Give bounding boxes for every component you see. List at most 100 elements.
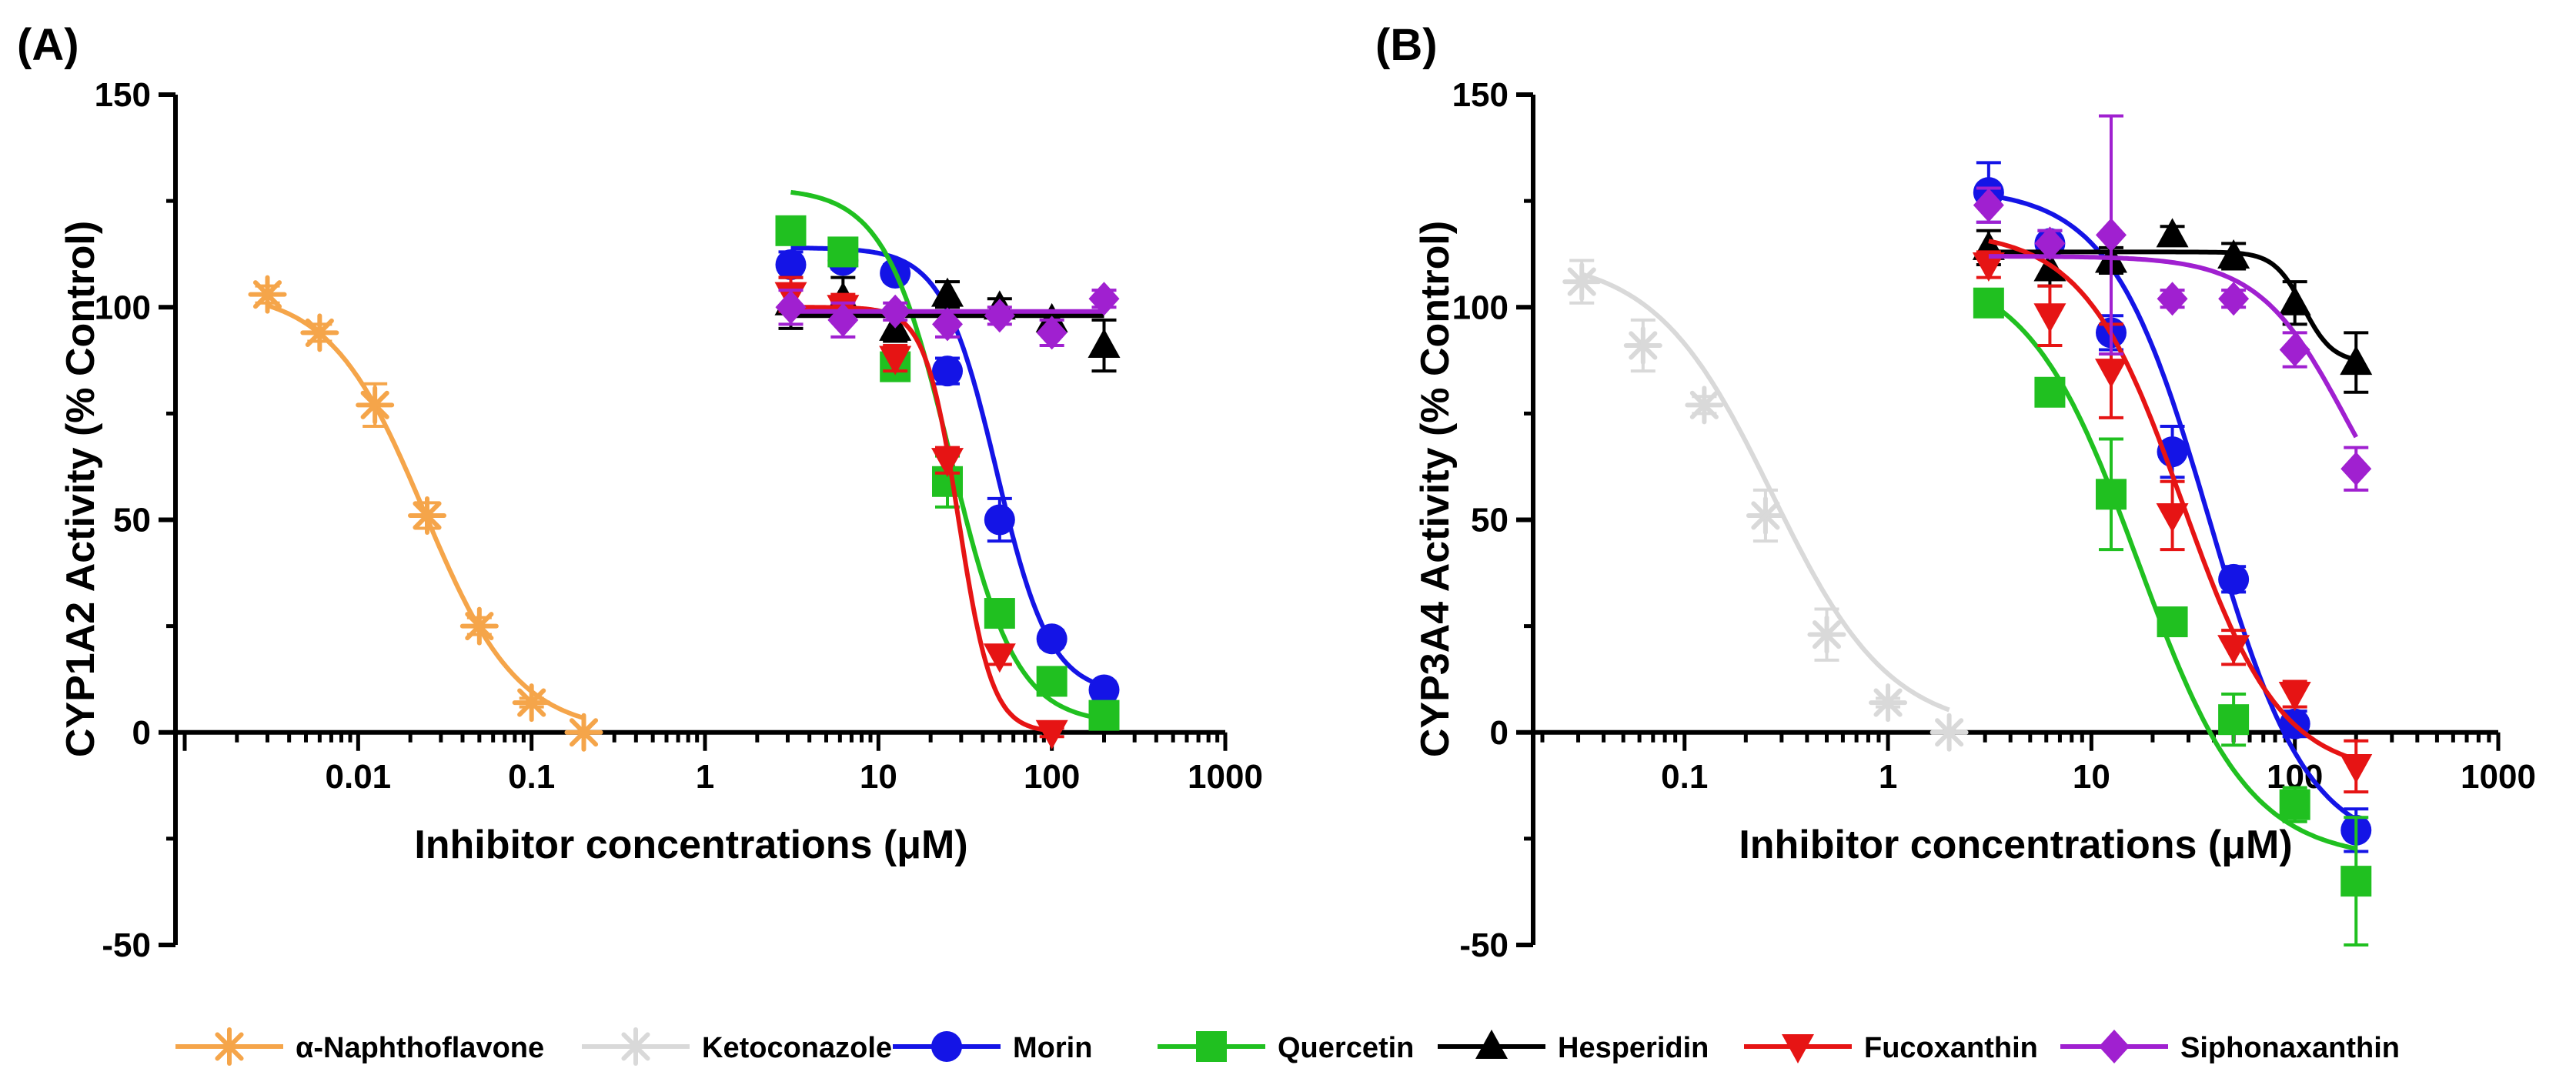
series-ketoconazole bbox=[1562, 259, 1969, 752]
data-point bbox=[248, 275, 287, 314]
data-point bbox=[932, 356, 964, 387]
chart-panel-a: (A) 150 100 50 0 -50 0.01 0.1 1 10 100 1000 Inhibito… bbox=[17, 20, 1263, 964]
data-point bbox=[2217, 635, 2250, 665]
marker-stroke bbox=[1751, 501, 1780, 530]
marker-shape bbox=[2218, 563, 2250, 595]
legend-item-hesperidin: Hesperidin bbox=[1438, 1030, 1709, 1064]
marker-shape bbox=[984, 299, 1015, 333]
data-point bbox=[1929, 713, 1969, 752]
data-point bbox=[1035, 719, 1068, 749]
data-point bbox=[984, 504, 1015, 536]
data-point bbox=[2278, 285, 2311, 315]
data-point bbox=[2218, 282, 2250, 316]
data-point bbox=[2095, 479, 2127, 510]
marker-shape bbox=[827, 236, 859, 268]
x-tick-label: 0.01 bbox=[326, 758, 392, 796]
fit-curve bbox=[1988, 239, 2357, 762]
data-point bbox=[775, 249, 807, 280]
marker-shape bbox=[2157, 606, 2188, 638]
marker-shape bbox=[879, 346, 912, 376]
data-point bbox=[512, 683, 551, 723]
marker-shape bbox=[2278, 285, 2311, 315]
marker-shape bbox=[775, 215, 807, 246]
data-point bbox=[2340, 753, 2373, 783]
marker-stroke bbox=[1689, 390, 1719, 419]
marker-shape bbox=[2094, 359, 2127, 389]
data-point bbox=[2157, 606, 2188, 638]
marker-shape bbox=[2033, 303, 2066, 333]
marker-shape bbox=[1973, 287, 2004, 319]
data-point bbox=[2033, 303, 2066, 333]
legend-marker bbox=[2099, 1030, 2130, 1063]
data-point bbox=[1036, 666, 1067, 697]
data-point bbox=[2218, 563, 2250, 595]
marker-shape bbox=[2340, 753, 2373, 783]
data-point bbox=[775, 215, 807, 246]
data-point bbox=[2034, 226, 2066, 261]
legend-item-siphonaxanthin: Siphonaxanthin bbox=[2060, 1030, 2400, 1064]
legend-label: Fucoxanthin bbox=[1864, 1032, 2038, 1064]
fit-curve bbox=[1581, 272, 1950, 713]
marker-shape bbox=[880, 294, 911, 329]
y-tick-label: 150 bbox=[95, 76, 151, 114]
series-quercetin bbox=[1973, 287, 2372, 946]
marker-stroke bbox=[1873, 688, 1903, 717]
x-tick-label: 1000 bbox=[2461, 758, 2536, 796]
data-point bbox=[983, 643, 1016, 673]
data-point bbox=[2340, 346, 2373, 376]
data-point bbox=[1972, 252, 2005, 282]
series-siphonaxanthin bbox=[1973, 114, 2372, 492]
marker-stroke bbox=[465, 612, 494, 641]
data-point bbox=[1685, 386, 1724, 425]
marker-shape bbox=[1035, 719, 1068, 749]
marker-shape bbox=[2034, 376, 2066, 408]
marker-shape bbox=[1088, 699, 1120, 731]
marker-shape bbox=[2278, 682, 2311, 712]
marker-shape bbox=[2218, 704, 2250, 736]
y-tick-label: 50 bbox=[113, 502, 151, 539]
marker-stroke bbox=[569, 718, 599, 747]
data-point bbox=[1088, 699, 1120, 731]
data-point bbox=[984, 299, 1015, 333]
x-tick-label: 10 bbox=[860, 758, 897, 796]
fit-curve bbox=[1988, 193, 2357, 822]
y-tick-label: -50 bbox=[102, 926, 151, 964]
data-point bbox=[2156, 218, 2189, 248]
legend-label: Morin bbox=[1013, 1032, 1092, 1064]
legend-item-ketoconazole: Ketoconazole bbox=[582, 1027, 892, 1066]
data-point bbox=[2094, 359, 2127, 389]
data-point bbox=[1973, 188, 2004, 222]
series-siphonaxanthin bbox=[775, 282, 1120, 350]
marker-shape bbox=[1973, 188, 2004, 222]
legend-item-fucoxanthin: Fucoxanthin bbox=[1744, 1032, 2038, 1064]
marker-stroke bbox=[1812, 620, 1842, 649]
legend-marker bbox=[616, 1027, 655, 1066]
marker-shape bbox=[1088, 674, 1120, 706]
data-point bbox=[1869, 683, 1908, 723]
marker-shape bbox=[2157, 282, 2188, 316]
y-tick-label: 50 bbox=[1471, 502, 1509, 539]
data-point bbox=[2278, 682, 2311, 712]
marker-shape bbox=[2095, 479, 2127, 510]
x-tick-label: 1 bbox=[696, 758, 714, 796]
marker-shape bbox=[775, 249, 807, 280]
x-tick-label: 10 bbox=[2073, 758, 2110, 796]
data-point bbox=[2217, 239, 2250, 269]
data-point bbox=[2279, 789, 2310, 820]
x-tick-label: 0.1 bbox=[1661, 758, 1708, 796]
x-axis-title: Inhibitor concentrations (μM) bbox=[1739, 823, 2292, 867]
fit-curve bbox=[1987, 299, 2357, 851]
marker-shape bbox=[2218, 282, 2250, 316]
marker-shape bbox=[984, 598, 1015, 629]
marker-shape bbox=[1088, 328, 1121, 358]
marker-stroke bbox=[252, 280, 282, 309]
data-point bbox=[2034, 376, 2066, 408]
data-point bbox=[1088, 282, 1120, 316]
legend-label: α-Naphthoflavone bbox=[296, 1032, 544, 1064]
marker-shape bbox=[2156, 502, 2189, 532]
marker-shape bbox=[2034, 226, 2066, 261]
data-point bbox=[1036, 315, 1067, 350]
panel-label: (A) bbox=[17, 20, 79, 70]
